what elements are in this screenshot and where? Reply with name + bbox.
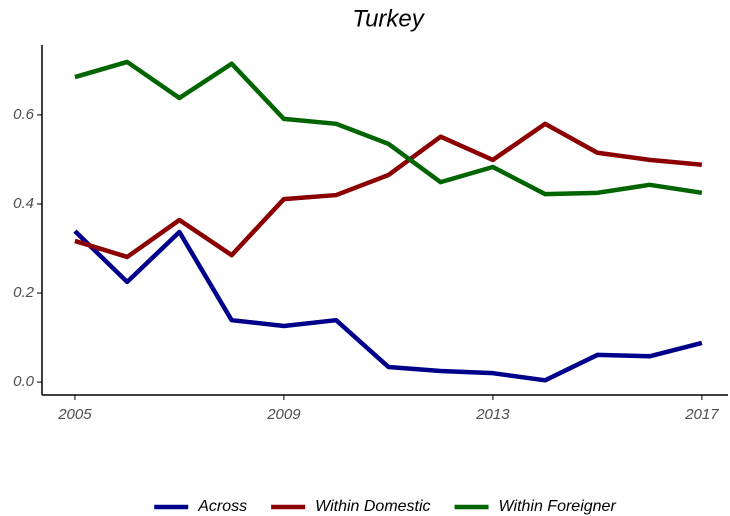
y-tick-label: 0.2: [13, 284, 35, 301]
y-tick-label: 0.4: [13, 195, 34, 212]
legend-label: Within Domestic: [315, 498, 430, 515]
x-tick-label: 2013: [475, 406, 510, 423]
y-tick-label: 0.0: [13, 373, 35, 390]
x-tick-label: 2009: [266, 406, 301, 423]
series-line: [74, 121, 703, 260]
x-tick-label: 2017: [684, 406, 719, 423]
y-tick-label: 0.6: [13, 106, 35, 123]
legend-label: Across: [197, 498, 247, 515]
x-tick-label: 2005: [57, 406, 92, 423]
series-line: [73, 229, 703, 383]
legend-label: Within Foreigner: [499, 498, 617, 515]
series-line: [74, 59, 703, 197]
chart-title: Turkey: [352, 5, 426, 32]
